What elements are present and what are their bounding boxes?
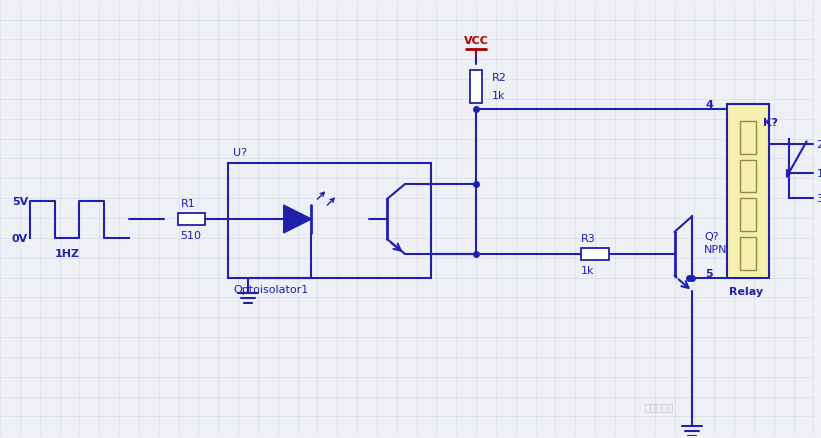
Bar: [177, 214, 205, 226]
Text: 2: 2: [816, 139, 821, 149]
Text: 5: 5: [705, 268, 713, 278]
Text: U?: U?: [233, 147, 247, 157]
Bar: [740, 199, 756, 231]
Text: K?: K?: [764, 117, 778, 127]
Bar: [740, 122, 756, 155]
Text: R3: R3: [581, 233, 596, 243]
Text: 1k: 1k: [581, 265, 594, 275]
Polygon shape: [284, 205, 311, 233]
Text: 510: 510: [181, 230, 201, 240]
Text: 知乎收藏馆: 知乎收藏馆: [644, 402, 674, 412]
Bar: [228, 164, 432, 278]
Bar: [727, 105, 768, 278]
Polygon shape: [787, 170, 791, 178]
Text: 5V: 5V: [11, 197, 28, 207]
Text: VCC: VCC: [464, 36, 488, 46]
Text: R2: R2: [492, 72, 507, 82]
Bar: [740, 237, 756, 270]
Bar: [470, 71, 482, 104]
Text: Optoisolator1: Optoisolator1: [233, 285, 309, 295]
Text: R1: R1: [181, 199, 195, 208]
Text: 3: 3: [816, 194, 821, 204]
Bar: [581, 248, 609, 260]
Text: 1: 1: [816, 169, 821, 179]
Text: Relay: Relay: [729, 287, 764, 297]
Text: Q?: Q?: [704, 231, 719, 241]
Bar: [740, 160, 756, 193]
Text: 4: 4: [705, 100, 713, 110]
Text: NPN: NPN: [704, 244, 727, 254]
Text: 0V: 0V: [11, 233, 28, 243]
Text: 1HZ: 1HZ: [54, 248, 80, 258]
Text: 1k: 1k: [492, 90, 506, 100]
